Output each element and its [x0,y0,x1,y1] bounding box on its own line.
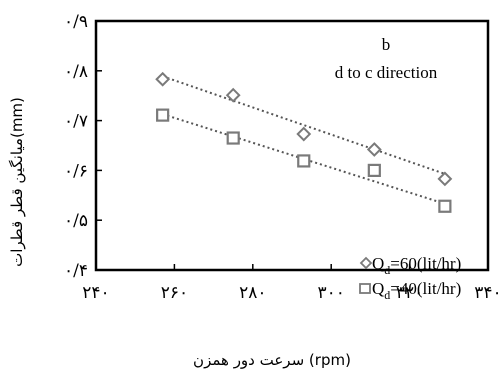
legend-label-q40: Qd=40(lit/hr) [372,279,461,302]
y-tick-label: ۰/۷ [64,112,88,132]
point-diamond [366,142,382,157]
point-square [156,108,170,122]
point-diamond [225,87,241,103]
legend-marker-diamond [359,256,373,270]
x-tick-label: ۳۴۰ [474,283,501,303]
legend-marker-square [359,283,371,294]
legend: Qd=60(lit/hr) Qd=40(lit/hr) [359,254,461,302]
trend-lines [162,75,446,205]
point-square [297,154,311,168]
y-tick-label: ۰/۹ [64,12,88,32]
point-square [438,199,452,213]
y-tick-label: ۰/۴ [64,261,88,281]
x-tick-label: ۲۴۰ [82,283,109,303]
trend-line-series-1 [162,113,446,205]
x-tick-label: ۲۸۰ [239,283,266,303]
data-points [155,71,453,213]
y-axis-label: میانگین قطر قطرات(mm) [8,97,26,267]
x-tick-label: ۳۲۰ [396,283,423,303]
legend-item-q40: Qd=40(lit/hr) [359,279,461,302]
y-tick-label: ۰/۸ [64,62,88,82]
point-square [367,163,381,177]
point-diamond [437,171,453,187]
x-tick-label: ۳۰۰ [317,283,344,303]
x-axis-label: سرعت دور همزن (rpm) [193,351,351,369]
plot-frame [94,19,490,272]
legend-item-q60: Qd=60(lit/hr) [359,254,461,277]
x-tick-label: ۲۶۰ [161,283,188,303]
y-tick-label: ۰/۵ [64,211,88,231]
y-tick-label: ۰/۶ [64,161,88,181]
axes [94,19,490,272]
point-diamond [296,126,312,142]
legend-label-q60: Qd=60(lit/hr) [372,254,461,277]
annotation-text: d to c direction [335,63,438,82]
point-diamond [155,71,171,87]
point-square [226,131,240,145]
panel-label: b [382,35,391,54]
ticks: ۰/۴ ۰/۵ ۰/۶ ۰/۷ ۰/۸ ۰/۹ ۲۴۰ ۲۶۰ ۲۸۰ ۳۰۰ ۳۲۰ ۳۴۰ [64,12,502,303]
